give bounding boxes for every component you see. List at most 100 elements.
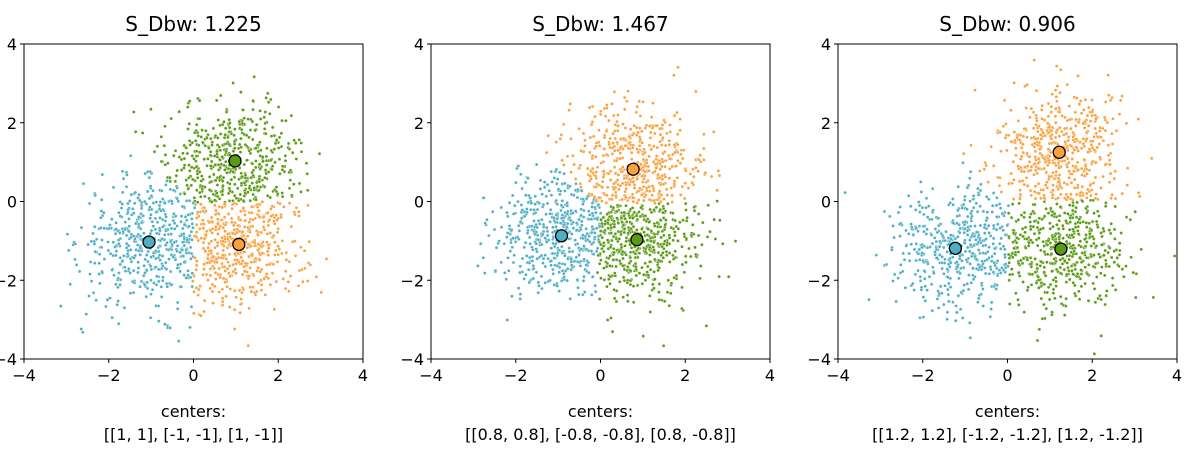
data-point (270, 125, 275, 130)
data-point (1037, 286, 1041, 290)
data-point (1015, 236, 1019, 240)
data-point (215, 136, 220, 140)
data-point (91, 290, 96, 295)
data-point (968, 169, 973, 174)
data-point (534, 241, 539, 246)
data-point (1090, 98, 1094, 102)
data-point (1087, 221, 1091, 225)
data-point (1037, 166, 1041, 171)
data-point (544, 194, 549, 199)
data-point (1011, 159, 1016, 164)
data-point (978, 188, 983, 193)
data-point (635, 283, 640, 288)
data-point (1103, 162, 1108, 167)
data-point (920, 251, 925, 255)
data-point (187, 233, 192, 238)
data-point (1098, 293, 1102, 298)
data-point (297, 210, 301, 214)
data-point (647, 197, 652, 202)
data-point (615, 140, 620, 145)
data-point (499, 260, 504, 265)
data-point (715, 188, 719, 193)
data-point (620, 197, 625, 202)
data-point (942, 302, 946, 307)
data-point (523, 240, 528, 245)
data-point (1050, 213, 1054, 218)
data-point (678, 193, 683, 197)
data-point (684, 168, 688, 173)
scatter-points (59, 75, 329, 348)
data-point (674, 224, 679, 229)
data-point (540, 192, 544, 196)
data-point (273, 160, 277, 165)
data-point (1024, 246, 1028, 250)
data-point (1092, 135, 1096, 139)
data-point (1023, 225, 1028, 230)
data-point (1031, 110, 1036, 114)
data-point (594, 249, 599, 254)
data-point (274, 189, 279, 194)
data-point (590, 211, 595, 216)
data-point (100, 172, 105, 177)
data-point (1015, 245, 1020, 250)
data-point (628, 250, 633, 255)
data-point (559, 279, 564, 283)
data-point (641, 184, 646, 189)
data-point (227, 142, 231, 147)
data-point (527, 261, 532, 265)
data-point (1013, 250, 1018, 255)
data-point (1075, 200, 1079, 205)
data-point (882, 209, 887, 214)
data-point (656, 241, 660, 246)
data-point (257, 215, 262, 219)
data-point (157, 203, 162, 208)
data-point (237, 119, 242, 124)
data-point (259, 230, 264, 235)
data-point (99, 226, 103, 230)
data-point (568, 218, 573, 223)
data-point (249, 210, 254, 215)
data-point (1120, 191, 1124, 196)
data-point (1048, 226, 1053, 231)
data-point (1070, 254, 1075, 259)
data-point (1110, 283, 1115, 288)
data-point (239, 181, 244, 185)
data-point (533, 210, 538, 215)
data-point (606, 220, 610, 225)
data-point (641, 157, 646, 162)
data-point (117, 210, 121, 215)
data-point (591, 134, 596, 139)
data-point (272, 133, 277, 138)
data-point (492, 227, 497, 232)
data-point (266, 243, 271, 247)
data-point (1099, 271, 1103, 276)
data-point (555, 202, 560, 206)
data-point (108, 251, 113, 256)
data-point (609, 231, 614, 235)
data-point (1108, 231, 1113, 236)
data-point (122, 305, 127, 310)
data-point (986, 180, 991, 184)
data-point (682, 232, 686, 236)
data-point (534, 230, 539, 234)
data-point (1073, 263, 1077, 268)
data-point (1029, 106, 1034, 111)
data-point (615, 209, 619, 214)
data-point (626, 231, 630, 235)
data-point (545, 225, 549, 230)
data-point (177, 109, 181, 114)
data-point (99, 209, 104, 213)
data-point (485, 217, 489, 222)
data-point (240, 272, 245, 277)
data-point (203, 185, 207, 189)
data-point (228, 121, 232, 125)
data-point (1066, 138, 1070, 143)
data-point (189, 251, 194, 256)
data-point (1057, 218, 1061, 223)
data-point (660, 143, 664, 147)
data-point (947, 299, 951, 304)
data-point (221, 175, 226, 180)
data-point (1039, 248, 1043, 253)
data-point (694, 252, 698, 257)
data-point (257, 179, 262, 184)
